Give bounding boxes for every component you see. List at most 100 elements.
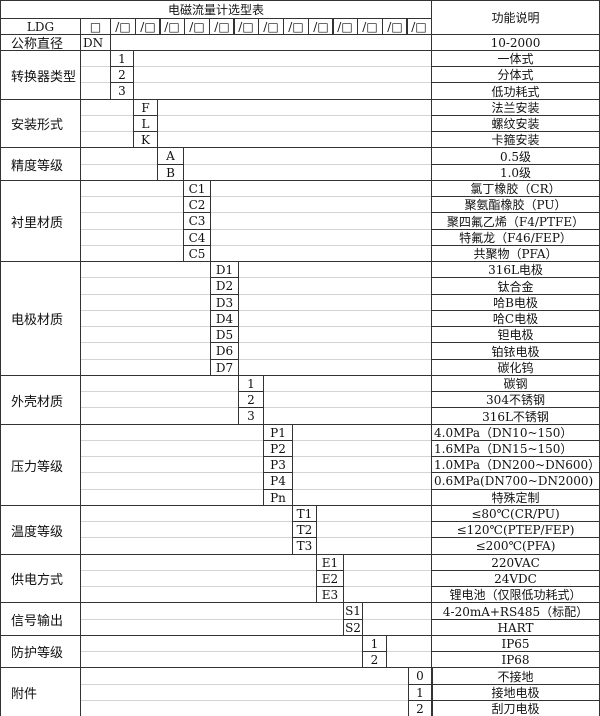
option-code: D1	[210, 261, 239, 278]
option-code: T3	[292, 537, 317, 555]
option-desc: 4-20mA+RS485（标配）	[431, 602, 600, 620]
row-gridline	[81, 684, 408, 685]
option-desc: 卡箍安装	[431, 131, 600, 148]
row-gridline	[239, 326, 431, 327]
option-desc: 4.0MPa（DN10~150）	[431, 424, 600, 441]
section-label: 安装形式	[0, 99, 81, 148]
option-desc: 碳钢	[431, 375, 600, 392]
option-desc: 低功耗式	[431, 82, 600, 100]
option-desc: 钛合金	[431, 277, 600, 295]
section-blank-left	[80, 505, 293, 555]
section-label: 温度等级	[0, 505, 81, 555]
row-gridline	[81, 229, 183, 230]
row-gridline	[239, 342, 431, 343]
option-desc: 哈B电极	[431, 294, 600, 311]
option-desc: 特氟龙（F46/FEP）	[431, 229, 600, 246]
row-gridline	[264, 407, 431, 408]
row-gridline	[81, 212, 183, 213]
section-blank-left	[80, 180, 184, 262]
option-code: 2	[362, 651, 387, 668]
option-code: D4	[210, 310, 239, 327]
option-code: K	[133, 131, 158, 148]
option-desc: 1.0级	[431, 164, 600, 181]
option-code: A	[157, 147, 184, 165]
row-gridline	[211, 229, 431, 230]
row-gridline	[317, 537, 431, 538]
option-desc: 钽电极	[431, 326, 600, 343]
option-desc: 锂电池（仅限低功耗式）	[431, 586, 600, 603]
option-desc: 0.6MPa(DN700~DN2000)	[431, 472, 600, 490]
row-gridline	[81, 489, 263, 490]
option-code: P3	[263, 456, 293, 473]
option-desc: 氯丁橡胶（CR）	[431, 180, 600, 197]
row-gridline	[387, 651, 431, 652]
model-slot-box: /□	[308, 18, 334, 35]
model-slot-box: /□	[382, 18, 408, 35]
row-gridline	[81, 342, 210, 343]
option-code: 3	[110, 82, 134, 100]
row-gridline	[344, 570, 431, 571]
section-blank-left	[80, 554, 317, 603]
row-gridline	[211, 196, 431, 197]
option-code: C4	[183, 229, 211, 246]
option-desc: 0.5级	[431, 147, 600, 165]
row-gridline	[81, 131, 133, 132]
option-desc: 特殊定制	[431, 489, 600, 506]
row-gridline	[81, 326, 210, 327]
option-desc: 1.0MPa（DN200~DN600）	[431, 456, 600, 473]
option-desc: 聚氨酯橡胶（PU）	[431, 196, 600, 213]
row-gridline	[81, 440, 263, 441]
option-code: E3	[316, 586, 344, 603]
row-gridline	[81, 570, 316, 571]
model-slot-box: /□	[406, 18, 432, 35]
option-desc: 24VDC	[431, 570, 600, 587]
row-gridline	[81, 115, 133, 116]
model-slot-box: /□	[135, 18, 161, 35]
model-code: LDG	[0, 18, 81, 35]
option-desc: 共聚物（PFA）	[431, 245, 600, 262]
option-code: T2	[292, 521, 317, 538]
option-code: S2	[343, 619, 363, 636]
row-gridline	[81, 196, 183, 197]
option-desc: ≤120℃(PTEP/FEP)	[431, 521, 600, 538]
option-desc: 铂铱电极	[431, 342, 600, 360]
row-gridline	[239, 359, 431, 360]
option-code: 0	[408, 667, 432, 685]
model-slot-box: /□	[258, 18, 284, 35]
option-desc: 分体式	[431, 66, 600, 83]
option-code: D3	[210, 294, 239, 311]
row-gridline	[239, 310, 431, 311]
row-gridline	[81, 407, 238, 408]
row-gridline	[81, 619, 343, 620]
section-blank-right	[157, 99, 432, 148]
row-gridline	[81, 700, 408, 701]
option-code: 1	[362, 635, 387, 652]
model-slot-box: /□	[184, 18, 210, 35]
section-blank-left	[80, 424, 264, 506]
section-label: 附件	[0, 667, 81, 716]
row-gridline	[239, 294, 431, 295]
row-gridline	[81, 651, 362, 652]
dn-label: 公称直径	[0, 34, 81, 51]
section-label: 供电方式	[0, 554, 81, 603]
option-desc: HART	[431, 619, 600, 636]
option-code: C3	[183, 212, 211, 230]
option-desc: 316L不锈钢	[431, 407, 600, 425]
row-gridline	[81, 66, 110, 67]
section-blank-right	[263, 375, 432, 425]
row-gridline	[81, 82, 110, 83]
row-gridline	[81, 472, 263, 473]
option-code: L	[133, 115, 158, 132]
option-code: F	[133, 99, 158, 116]
option-code: D7	[210, 359, 239, 376]
option-desc: 不接地	[431, 667, 600, 685]
section-blank-right	[292, 424, 432, 506]
dn-code: DN	[80, 34, 111, 51]
option-code: E2	[316, 570, 344, 587]
option-code: C2	[183, 196, 211, 213]
section-label: 衬里材质	[0, 180, 81, 262]
row-gridline	[81, 310, 210, 311]
option-code: Pn	[263, 489, 293, 506]
row-gridline	[81, 521, 292, 522]
section-blank-left	[80, 667, 409, 716]
